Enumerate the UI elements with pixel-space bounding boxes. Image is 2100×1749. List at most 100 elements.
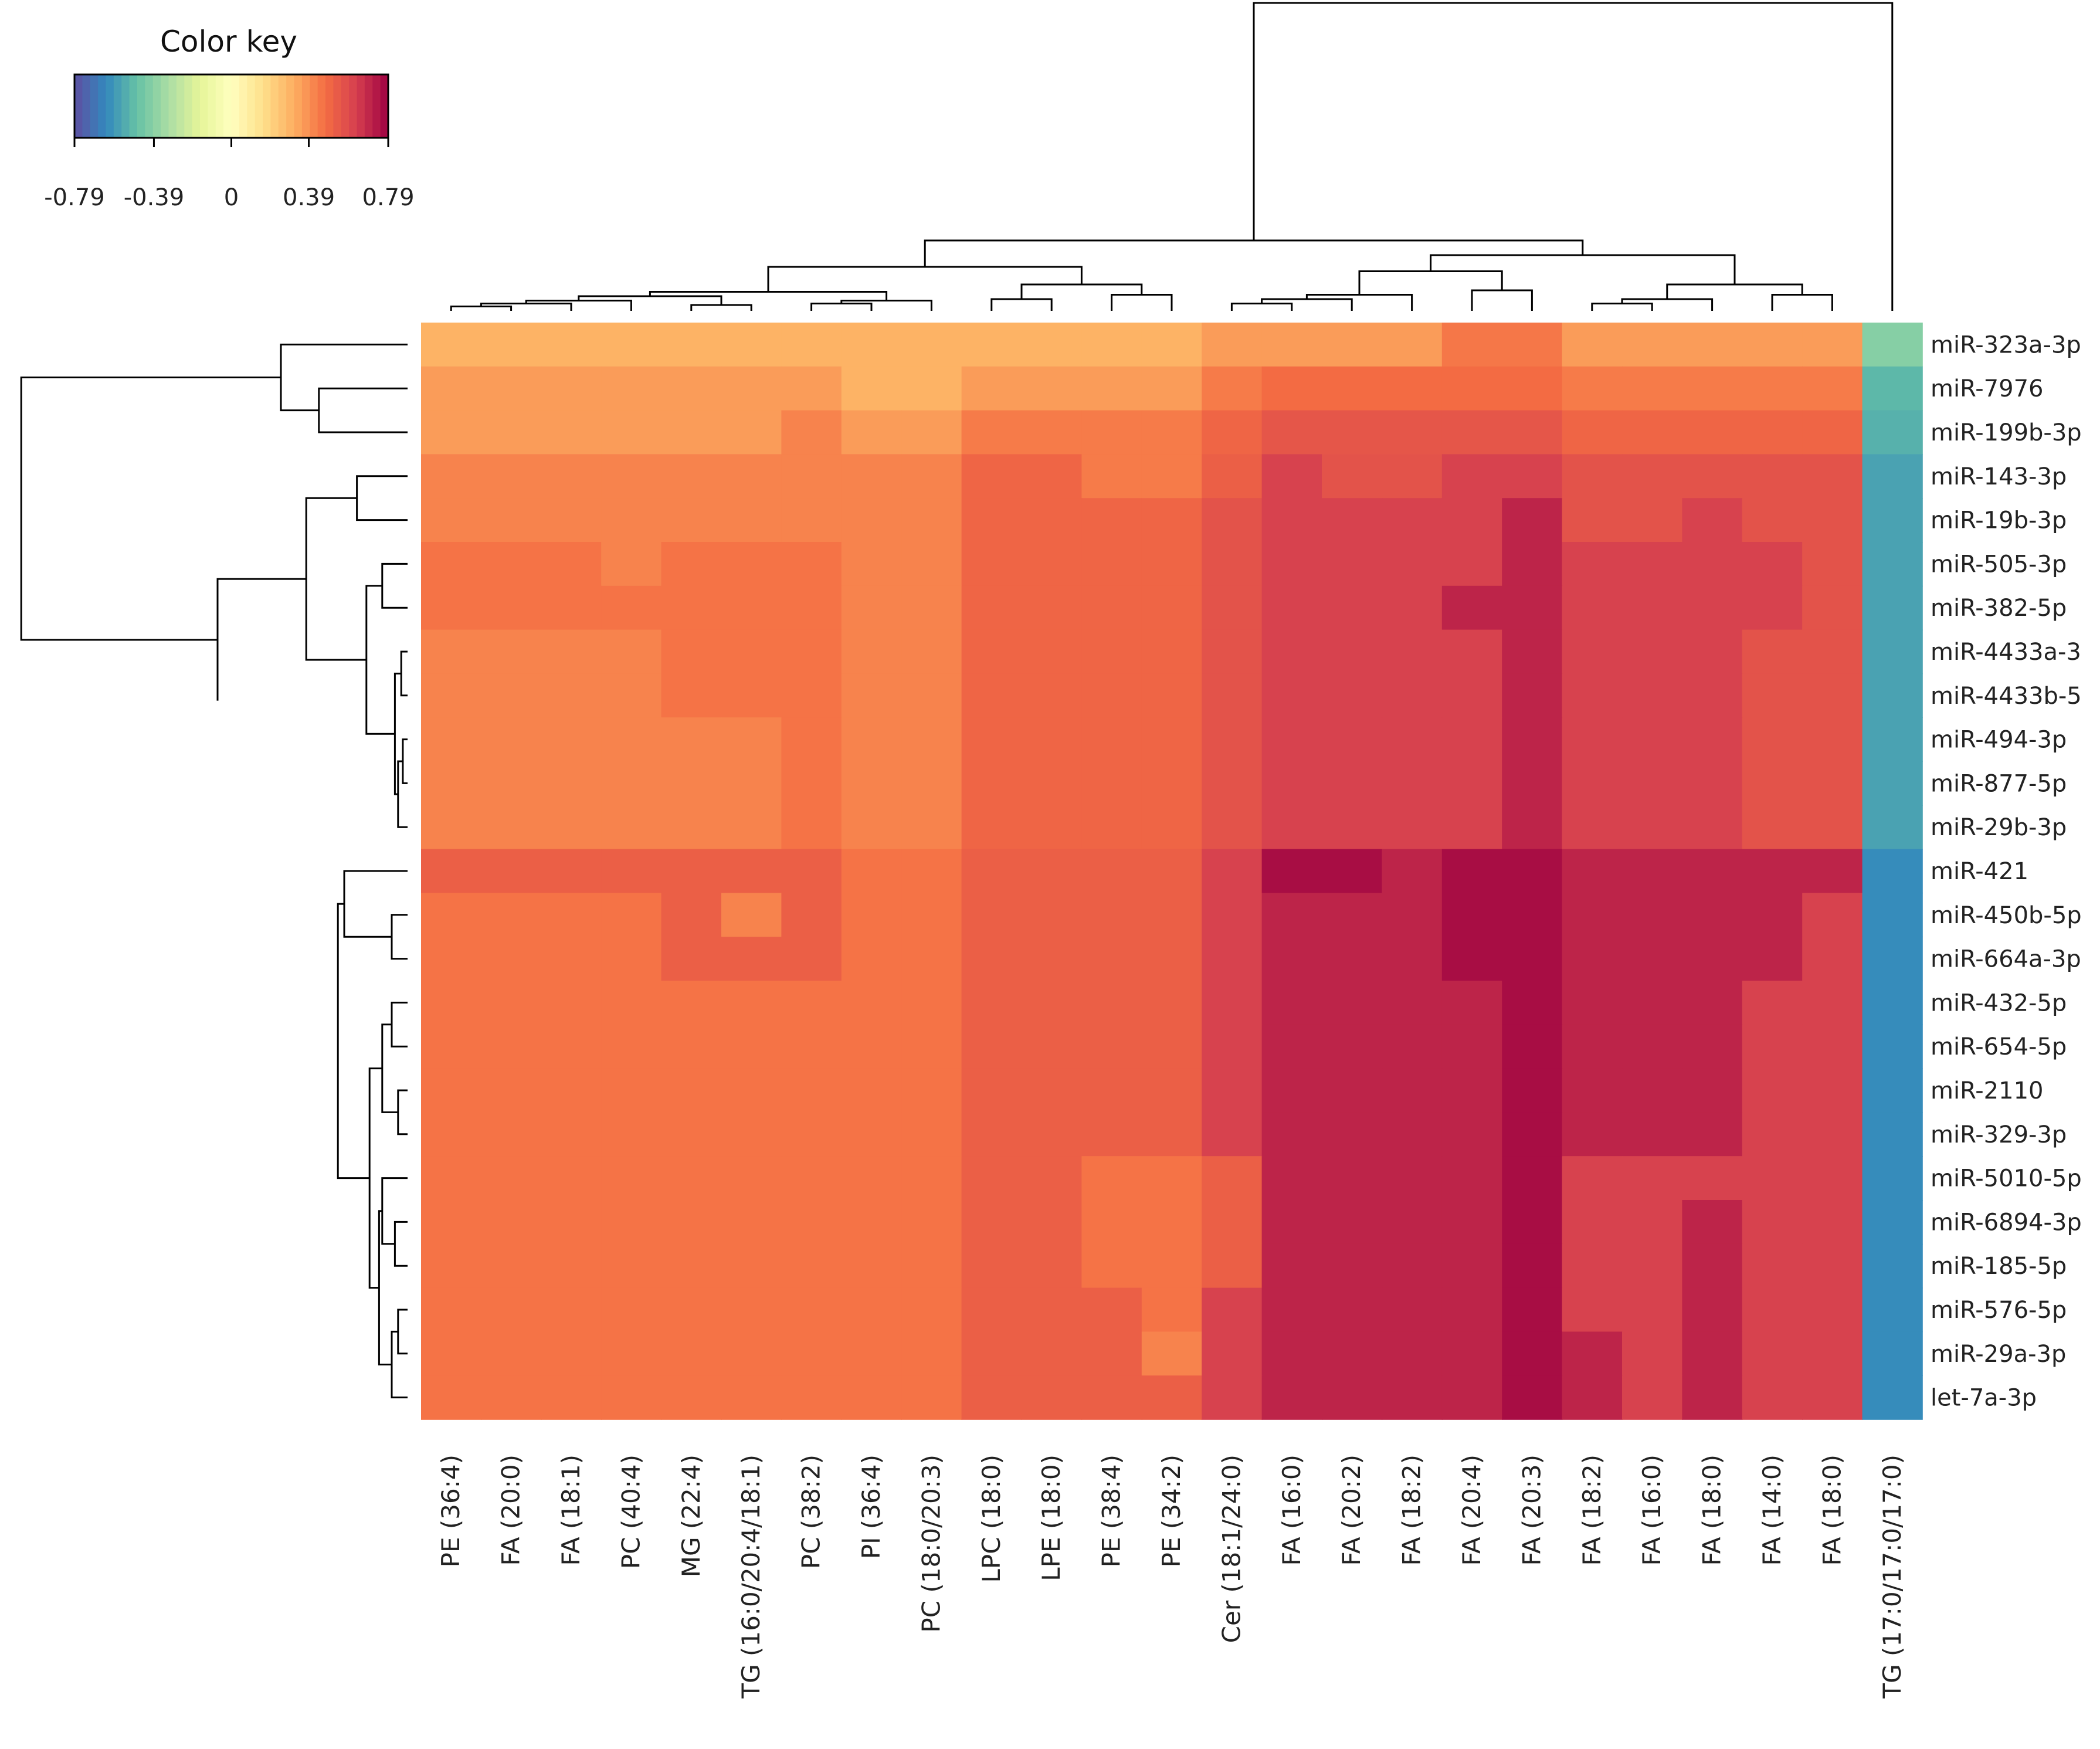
heatmap-cell: [961, 498, 1022, 543]
heatmap-cell: [1862, 1243, 1923, 1289]
color-key-title: Color key: [160, 25, 297, 59]
heatmap-cell: [1622, 1068, 1683, 1113]
heatmap-cell: [1862, 1375, 1923, 1420]
heatmap-cell: [601, 981, 662, 1025]
heatmap-cell: [1081, 498, 1142, 543]
column-label: FA (20:0): [497, 1455, 525, 1565]
heatmap-cell: [1682, 1156, 1743, 1201]
heatmap-cell: [721, 673, 782, 718]
heatmap-cell: [1202, 366, 1263, 411]
heatmap-cell: [541, 629, 602, 674]
heatmap-cell: [1382, 498, 1443, 543]
heatmap-cell: [961, 629, 1022, 674]
heatmap-cell: [1022, 981, 1083, 1025]
heatmap-cell: [1682, 1287, 1743, 1333]
heatmap-cell: [1742, 629, 1803, 674]
heatmap-cell: [1802, 717, 1863, 762]
heatmap-cell: [841, 1156, 902, 1201]
heatmap-cell: [901, 323, 962, 367]
heatmap-cell: [1682, 1068, 1743, 1113]
row-label: miR-7976: [1931, 375, 2043, 402]
heatmap-cell: [901, 849, 962, 894]
column-label: FA (16:0): [1637, 1455, 1666, 1565]
heatmap-cell: [841, 585, 902, 631]
heatmap-cell: [1141, 1112, 1202, 1157]
color-key-swatch: [349, 74, 358, 138]
color-key-swatch: [255, 74, 263, 138]
heatmap-cell: [601, 673, 662, 718]
color-key-swatch: [247, 74, 256, 138]
heatmap-cell: [1322, 1331, 1383, 1376]
heatmap-cell: [901, 629, 962, 674]
dendrogram-branch: [397, 1089, 408, 1136]
column-label: FA (14:0): [1758, 1455, 1786, 1565]
heatmap-cell: [1441, 585, 1502, 631]
heatmap-cell: [1322, 761, 1383, 806]
heatmap-cell: [721, 1112, 782, 1157]
heatmap-cell: [421, 1243, 482, 1289]
heatmap-cell: [721, 937, 782, 981]
heatmap-cell: [1261, 1287, 1322, 1333]
heatmap-cell: [1141, 1156, 1202, 1201]
heatmap-cell: [1502, 717, 1563, 762]
color-key-swatch: [176, 74, 185, 138]
heatmap-cell: [1261, 1375, 1322, 1420]
heatmap-cell: [541, 673, 602, 718]
heatmap-cell: [421, 410, 482, 455]
heatmap-cell: [1141, 585, 1202, 631]
heatmap-cell: [661, 410, 722, 455]
row-label: miR-143-3p: [1931, 463, 2067, 490]
heatmap-cell: [1322, 1024, 1383, 1069]
heatmap-cell: [1742, 1112, 1803, 1157]
heatmap-cell: [901, 410, 962, 455]
column-label: TG (17:0/17:0/17:0): [1878, 1455, 1906, 1699]
heatmap-cell: [1862, 937, 1923, 981]
heatmap-cell: [1081, 585, 1142, 631]
heatmap-cell: [1382, 629, 1443, 674]
heatmap-cell: [721, 542, 782, 587]
heatmap-cell: [1742, 366, 1803, 411]
heatmap-cell: [1322, 323, 1383, 367]
heatmap-cell: [421, 981, 482, 1025]
heatmap-cell: [661, 673, 722, 718]
heatmap-cell: [1862, 542, 1923, 587]
heatmap-cell: [1081, 673, 1142, 718]
heatmap-cell: [541, 1068, 602, 1113]
heatmap-cell: [1862, 629, 1923, 674]
color-key-tick-label: -0.39: [124, 184, 185, 211]
heatmap-cell: [1502, 323, 1563, 367]
heatmap-cell: [781, 1375, 842, 1420]
row-dendrogram: [20, 343, 408, 1399]
row-label: miR-664a-3p: [1931, 946, 2081, 973]
heatmap-cell: [421, 849, 482, 894]
heatmap-cell: [541, 849, 602, 894]
color-key-swatch: [310, 74, 318, 138]
row-label: miR-382-5p: [1931, 595, 2067, 622]
heatmap-cell: [1081, 981, 1142, 1025]
heatmap-cell: [1502, 1068, 1563, 1113]
heatmap-cell: [1081, 454, 1142, 499]
heatmap-cell: [481, 498, 542, 543]
heatmap-cell: [1802, 542, 1863, 587]
heatmap-cell: [661, 893, 722, 937]
heatmap-cell: [901, 1024, 962, 1069]
color-key-swatch: [278, 74, 287, 138]
heatmap-cell: [961, 366, 1022, 411]
heatmap-cell: [721, 585, 782, 631]
dendrogram-branch: [690, 304, 752, 311]
dendrogram-branch: [840, 300, 932, 311]
heatmap-cell: [1202, 761, 1263, 806]
heatmap-cell: [1502, 937, 1563, 981]
heatmap-cell: [661, 761, 722, 806]
heatmap-cell: [481, 410, 542, 455]
heatmap-cell: [1081, 542, 1142, 587]
heatmap-cell: [961, 1024, 1022, 1069]
heatmap-cell: [1862, 981, 1923, 1025]
color-key-swatch: [223, 74, 232, 138]
heatmap-cell: [601, 585, 662, 631]
heatmap-cell: [1562, 498, 1623, 543]
heatmap-cell: [421, 585, 482, 631]
heatmap-cell: [481, 805, 542, 850]
heatmap-cell: [1261, 761, 1322, 806]
